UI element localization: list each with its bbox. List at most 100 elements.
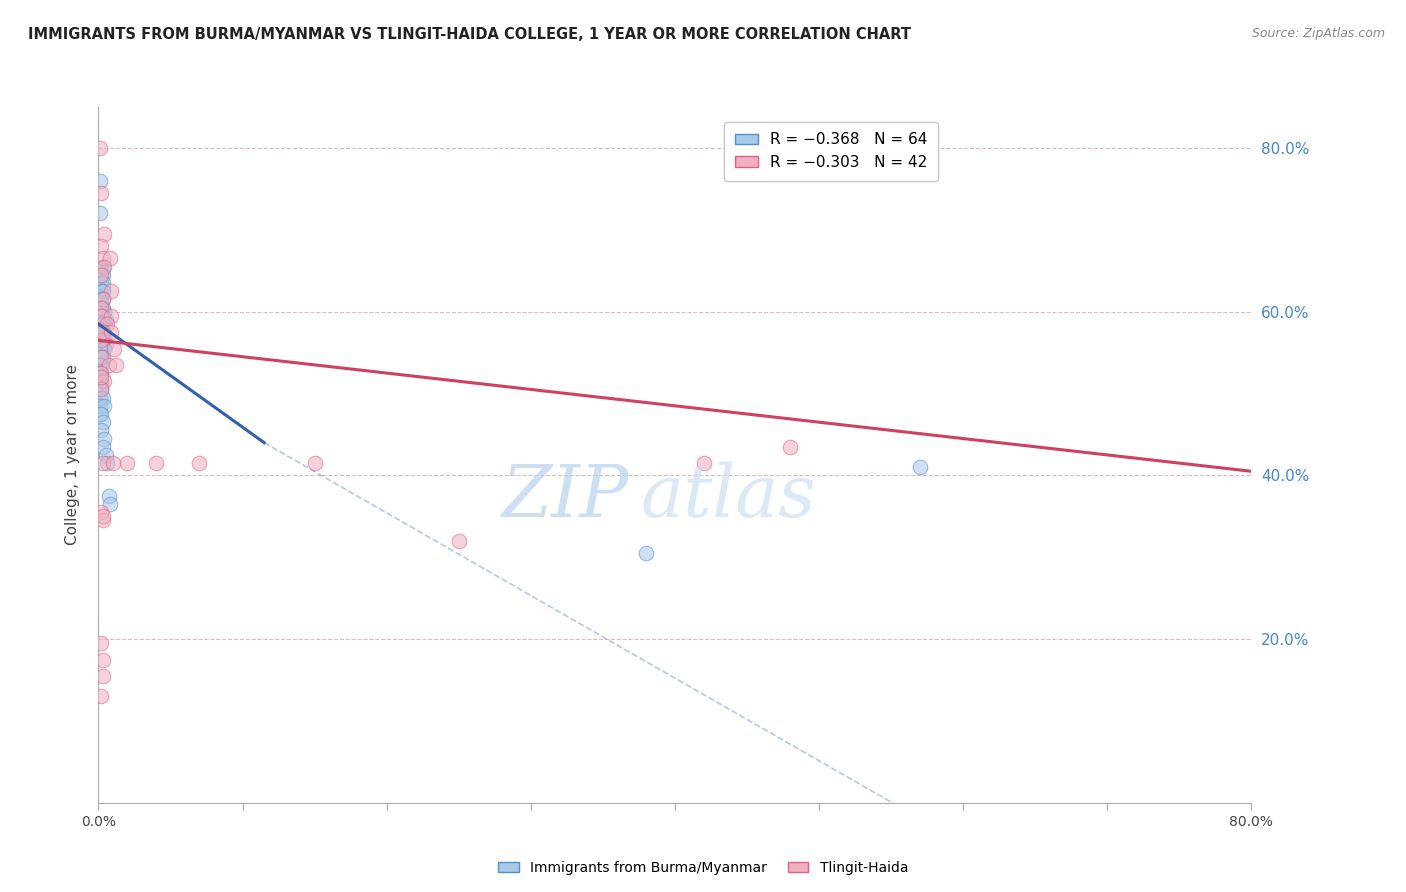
Point <box>145 456 167 470</box>
Point <box>90 383 112 397</box>
Point <box>93 374 115 388</box>
Point <box>103 342 125 356</box>
Point <box>91 268 114 282</box>
Point <box>447 533 470 548</box>
Point <box>90 317 112 331</box>
Point <box>91 260 114 274</box>
Point <box>93 304 115 318</box>
Point <box>89 399 111 413</box>
Point <box>96 456 118 470</box>
Y-axis label: College, 1 year or more: College, 1 year or more <box>65 365 80 545</box>
Point <box>93 342 115 356</box>
Point <box>91 334 114 348</box>
Point <box>91 669 114 683</box>
Point <box>91 284 114 298</box>
Point <box>93 260 115 274</box>
Point <box>90 366 112 380</box>
Point <box>89 317 111 331</box>
Point <box>96 317 118 331</box>
Point <box>97 489 120 503</box>
Point <box>100 309 122 323</box>
Point <box>90 304 112 318</box>
Point <box>90 690 112 704</box>
Point <box>90 350 112 364</box>
Point <box>91 280 114 294</box>
Text: IMMIGRANTS FROM BURMA/MYANMAR VS TLINGIT-HAIDA COLLEGE, 1 YEAR OR MORE CORRELATI: IMMIGRANTS FROM BURMA/MYANMAR VS TLINGIT… <box>28 27 911 42</box>
Point <box>91 252 114 266</box>
Point <box>90 301 112 315</box>
Point <box>89 358 111 372</box>
Point <box>89 174 111 188</box>
Point <box>91 509 114 524</box>
Point <box>93 432 115 446</box>
Point <box>100 325 122 339</box>
Point <box>90 321 112 335</box>
Point <box>91 391 114 405</box>
Point <box>90 370 112 384</box>
Point <box>90 268 112 282</box>
Point <box>90 239 112 253</box>
Point <box>90 325 112 339</box>
Point <box>90 366 112 380</box>
Point <box>91 513 114 527</box>
Point <box>89 325 111 339</box>
Point <box>89 366 111 380</box>
Point <box>91 293 114 307</box>
Point <box>93 329 115 343</box>
Point <box>89 206 111 220</box>
Point <box>90 186 112 200</box>
Point <box>90 505 112 519</box>
Legend: Immigrants from Burma/Myanmar, Tlingit-Haida: Immigrants from Burma/Myanmar, Tlingit-H… <box>492 855 914 880</box>
Point <box>188 456 211 470</box>
Point <box>101 456 124 470</box>
Point <box>90 301 112 315</box>
Point <box>91 325 114 339</box>
Legend: R = −0.368   N = 64, R = −0.303   N = 42: R = −0.368 N = 64, R = −0.303 N = 42 <box>724 121 938 181</box>
Point <box>91 325 114 339</box>
Point <box>693 456 716 470</box>
Point <box>94 448 117 462</box>
Point <box>93 227 115 241</box>
Point <box>91 293 114 307</box>
Point <box>90 260 112 274</box>
Point <box>91 350 114 364</box>
Point <box>90 321 112 335</box>
Point <box>91 652 114 666</box>
Point <box>908 460 931 475</box>
Point <box>91 415 114 429</box>
Point <box>90 288 112 302</box>
Point <box>90 358 112 372</box>
Point <box>90 342 112 356</box>
Point <box>91 301 114 315</box>
Point <box>90 309 112 323</box>
Point <box>90 423 112 437</box>
Point <box>98 497 121 511</box>
Point <box>104 358 127 372</box>
Point <box>90 296 112 310</box>
Point <box>89 383 111 397</box>
Point <box>117 456 139 470</box>
Point <box>91 317 114 331</box>
Point <box>89 374 111 388</box>
Point <box>90 293 112 307</box>
Point <box>89 391 111 405</box>
Point <box>91 456 114 470</box>
Point <box>97 358 120 372</box>
Point <box>94 337 117 351</box>
Point <box>98 252 121 266</box>
Point <box>91 276 114 290</box>
Point <box>89 342 111 356</box>
Point <box>90 309 112 323</box>
Point <box>90 284 112 298</box>
Point <box>89 407 111 421</box>
Point <box>89 141 111 155</box>
Point <box>100 284 122 298</box>
Point <box>779 440 801 454</box>
Point <box>91 440 114 454</box>
Point <box>94 313 117 327</box>
Point <box>636 546 658 560</box>
Point <box>93 313 115 327</box>
Point <box>90 334 112 348</box>
Text: Source: ZipAtlas.com: Source: ZipAtlas.com <box>1251 27 1385 40</box>
Point <box>90 268 112 282</box>
